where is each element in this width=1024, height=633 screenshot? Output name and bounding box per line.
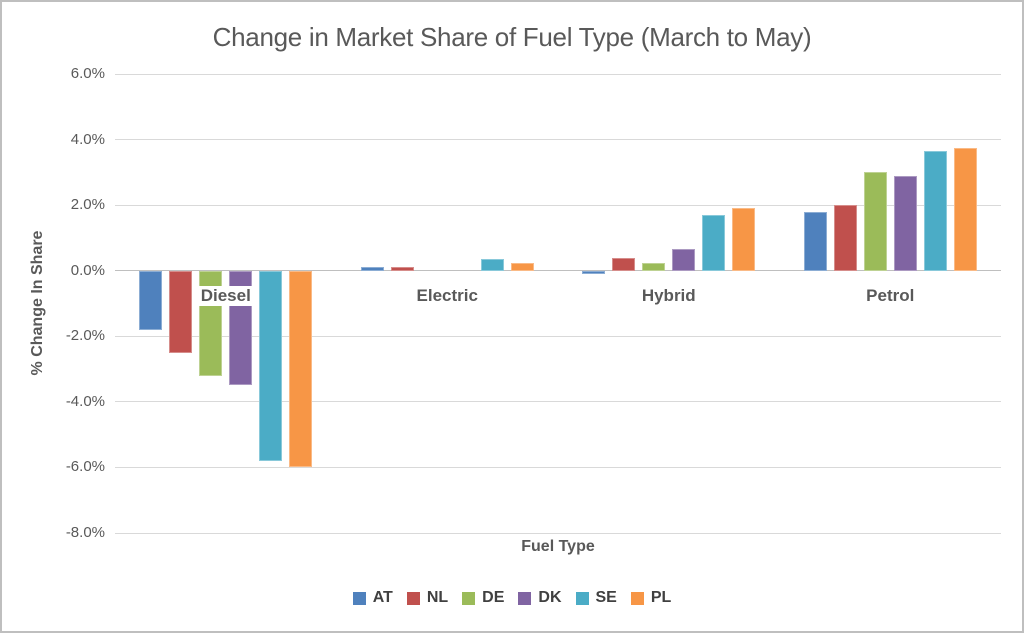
legend-swatch-icon bbox=[575, 591, 589, 605]
bar-se-electric bbox=[480, 259, 504, 271]
bar-dk-petrol bbox=[893, 175, 917, 271]
legend-swatch-icon bbox=[630, 591, 644, 605]
bar-nl-electric bbox=[390, 267, 414, 271]
legend-swatch-icon bbox=[518, 591, 532, 605]
legend-item-pl: PL bbox=[630, 589, 672, 607]
bar-dk-hybrid bbox=[672, 249, 696, 271]
legend-item-de: DE bbox=[462, 589, 504, 607]
legend-label: AT bbox=[372, 589, 393, 606]
bar-se-hybrid bbox=[702, 214, 726, 271]
bar-at-diesel bbox=[139, 270, 163, 330]
legend: AT NL DE DK SE PL bbox=[2, 589, 1022, 607]
y-tick-label: 4.0% bbox=[70, 130, 105, 148]
bar-de-petrol bbox=[863, 172, 887, 271]
bar-at-petrol bbox=[803, 211, 827, 271]
legend-item-nl: NL bbox=[406, 589, 449, 607]
y-tick-label: -6.0% bbox=[65, 458, 105, 476]
bar-at-hybrid bbox=[582, 270, 606, 274]
category-label-petrol: Petrol bbox=[863, 285, 918, 306]
bar-se-petrol bbox=[923, 151, 947, 271]
zero-gridline bbox=[115, 270, 1001, 272]
legend-label: PL bbox=[650, 589, 672, 606]
y-tick-label: 0.0% bbox=[70, 261, 105, 279]
gridline bbox=[115, 532, 1001, 534]
gridline bbox=[115, 139, 1001, 141]
bar-pl-electric bbox=[510, 262, 534, 271]
y-tick-label: -8.0% bbox=[65, 524, 105, 541]
gridline bbox=[115, 466, 1001, 468]
chart-title: Change in Market Share of Fuel Type (Mar… bbox=[212, 22, 812, 52]
legend-label: DK bbox=[538, 589, 562, 606]
legend-swatch-icon bbox=[462, 591, 476, 605]
bar-pl-hybrid bbox=[732, 208, 756, 271]
bar-at-electric bbox=[360, 267, 384, 271]
legend-item-at: AT bbox=[352, 589, 393, 607]
bar-se-diesel bbox=[259, 270, 283, 461]
x-axis-title: Fuel Type bbox=[521, 538, 595, 555]
legend-swatch-icon bbox=[352, 591, 366, 605]
bar-nl-hybrid bbox=[612, 257, 636, 271]
gridline bbox=[115, 401, 1001, 403]
bar-pl-petrol bbox=[953, 147, 977, 271]
legend-swatch-icon bbox=[406, 591, 420, 605]
bar-nl-diesel bbox=[169, 270, 193, 353]
category-label-diesel: Diesel bbox=[197, 285, 254, 306]
gridline bbox=[115, 204, 1001, 206]
legend-label: DE bbox=[482, 589, 505, 606]
legend-label: SE bbox=[595, 589, 617, 606]
y-axis-title: % Change In Share bbox=[29, 230, 46, 376]
bar-de-hybrid bbox=[642, 262, 666, 271]
y-tick-label: -2.0% bbox=[65, 327, 105, 345]
category-label-electric: Electric bbox=[413, 285, 481, 306]
gridline bbox=[115, 73, 1001, 75]
bar-nl-petrol bbox=[833, 205, 857, 271]
legend-item-se: SE bbox=[575, 589, 617, 607]
y-tick-label: 6.0% bbox=[70, 65, 105, 82]
y-tick-label: 2.0% bbox=[70, 196, 105, 214]
legend-item-dk: DK bbox=[518, 589, 562, 607]
plot-area: Diesel Electric Hybrid Petrol bbox=[115, 73, 1001, 534]
legend-label: NL bbox=[426, 589, 449, 606]
category-label-hybrid: Hybrid bbox=[638, 285, 699, 306]
gridline bbox=[115, 335, 1001, 337]
y-tick-label: -4.0% bbox=[65, 392, 105, 410]
bar-pl-diesel bbox=[289, 270, 313, 468]
